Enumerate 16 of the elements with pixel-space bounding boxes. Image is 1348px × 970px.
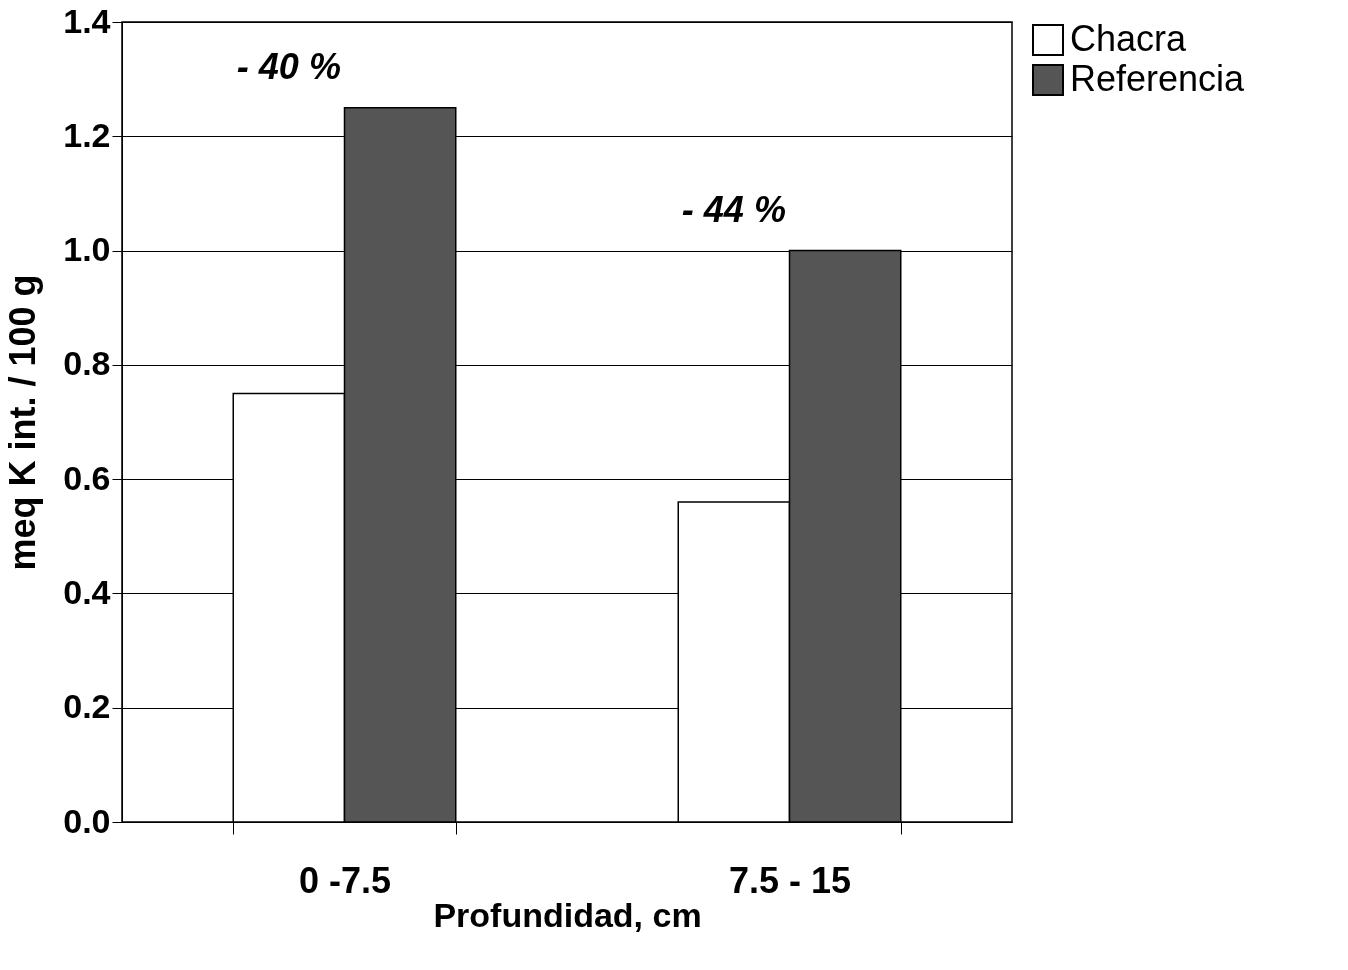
y-tick-label: 0.8 [63,344,111,383]
y-tick-label: 0.0 [63,801,111,840]
y-tick-label: 0.6 [63,458,111,497]
x-axis-title: Profundidad, cm [433,895,702,934]
y-tick-label: 1.0 [63,230,111,269]
legend-label: Referencia [1070,58,1246,99]
x-tick-label: 7.5 - 15 [728,859,852,901]
legend-label: Chacra [1070,18,1188,59]
y-axis-title: meq K int. / 100 g [2,274,44,571]
annotation: - 40 % [236,45,341,87]
y-tick-label: 1.4 [63,1,111,40]
y-tick-label: 0.4 [63,572,111,611]
y-tick-label: 0.2 [63,687,111,726]
annotation: - 44 % [681,188,786,230]
x-tick-label: 0 -7.5 [298,859,392,901]
y-tick-label: 1.2 [63,115,111,154]
